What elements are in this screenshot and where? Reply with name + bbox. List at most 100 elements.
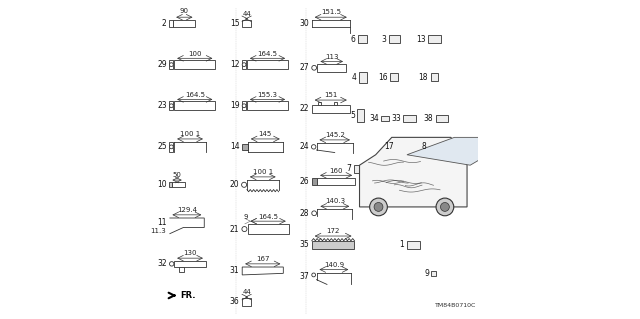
Circle shape [241, 182, 246, 187]
Bar [317, 64, 346, 71]
Bar [357, 109, 364, 122]
Bar [242, 101, 246, 110]
Bar [358, 35, 367, 43]
Bar [354, 165, 371, 173]
Text: 24: 24 [300, 142, 309, 151]
Bar [312, 178, 317, 185]
Text: 4: 4 [351, 73, 356, 82]
Circle shape [170, 262, 174, 266]
Text: 23: 23 [157, 101, 166, 110]
Text: 7: 7 [347, 165, 351, 174]
Text: 38: 38 [424, 114, 433, 123]
Bar [318, 102, 321, 105]
Text: 37: 37 [299, 272, 309, 281]
Text: 44: 44 [243, 11, 251, 17]
Circle shape [436, 198, 454, 216]
Bar [174, 60, 215, 69]
Bar [334, 102, 337, 105]
Text: 25: 25 [157, 142, 166, 151]
Bar [242, 144, 248, 150]
Bar [429, 143, 438, 150]
Text: 15: 15 [230, 19, 239, 28]
Bar [317, 178, 355, 185]
Text: 160: 160 [330, 168, 343, 174]
Text: 8: 8 [422, 142, 427, 151]
Text: 44: 44 [243, 289, 251, 295]
Bar [173, 20, 195, 27]
Circle shape [312, 65, 317, 70]
Bar [403, 115, 416, 122]
Bar [428, 35, 441, 43]
Text: 32: 32 [157, 259, 166, 268]
Text: FR.: FR. [180, 291, 196, 300]
Text: 22: 22 [300, 104, 309, 113]
Text: 36: 36 [230, 297, 239, 306]
Text: 151.5: 151.5 [321, 9, 340, 15]
Text: 130: 130 [183, 250, 196, 256]
Bar [312, 241, 355, 249]
Text: 33: 33 [391, 114, 401, 123]
Bar [388, 35, 400, 43]
Circle shape [242, 226, 247, 232]
Text: 12: 12 [230, 60, 239, 69]
Text: 17: 17 [385, 142, 394, 151]
Text: 3: 3 [381, 35, 387, 44]
Text: 11.3: 11.3 [150, 228, 166, 234]
Text: 5: 5 [350, 111, 355, 120]
Text: 164.5: 164.5 [258, 214, 278, 219]
Circle shape [242, 104, 246, 108]
Bar [170, 101, 173, 110]
Circle shape [242, 63, 246, 67]
Bar [170, 19, 173, 27]
Bar [381, 115, 389, 121]
Text: 30: 30 [299, 19, 309, 28]
Text: 28: 28 [300, 209, 309, 218]
Bar [179, 267, 184, 272]
Text: 18: 18 [419, 73, 428, 82]
Circle shape [312, 273, 316, 277]
Text: 140.9: 140.9 [324, 262, 344, 268]
Bar [312, 105, 349, 113]
Text: 100 1: 100 1 [180, 131, 200, 137]
Circle shape [170, 104, 173, 108]
Polygon shape [360, 137, 467, 207]
Text: 140.3: 140.3 [324, 198, 345, 204]
Circle shape [440, 203, 449, 211]
Text: 155.3: 155.3 [257, 92, 278, 98]
Text: 90: 90 [180, 8, 189, 14]
Circle shape [370, 198, 387, 216]
Text: 129.4: 129.4 [177, 207, 197, 213]
Polygon shape [242, 267, 284, 275]
Bar [242, 298, 251, 306]
Bar [407, 241, 420, 249]
Text: 31: 31 [230, 266, 239, 275]
Bar [247, 60, 288, 69]
Text: 27: 27 [300, 63, 309, 72]
Text: 145: 145 [259, 131, 272, 137]
Bar [248, 224, 289, 234]
Text: 34: 34 [369, 114, 379, 123]
Text: 29: 29 [157, 60, 166, 69]
Text: 1: 1 [400, 241, 404, 249]
Bar [431, 73, 438, 81]
Text: 100: 100 [188, 51, 202, 57]
Text: 2: 2 [162, 19, 166, 28]
Bar [436, 115, 448, 122]
Bar [170, 182, 172, 187]
Text: 9: 9 [424, 269, 429, 278]
Text: 172: 172 [326, 228, 340, 234]
Bar [170, 60, 173, 69]
Bar [174, 261, 206, 267]
Circle shape [312, 211, 317, 216]
Bar [242, 19, 251, 27]
Text: 19: 19 [230, 101, 239, 110]
Text: 14: 14 [230, 142, 239, 151]
Text: 145.2: 145.2 [324, 132, 345, 138]
Bar [242, 60, 246, 69]
Circle shape [170, 63, 173, 67]
Text: 100 1: 100 1 [253, 169, 273, 175]
Text: 13: 13 [416, 35, 426, 44]
Text: 113: 113 [325, 54, 339, 60]
Text: 35: 35 [299, 241, 309, 249]
Bar [174, 101, 215, 110]
